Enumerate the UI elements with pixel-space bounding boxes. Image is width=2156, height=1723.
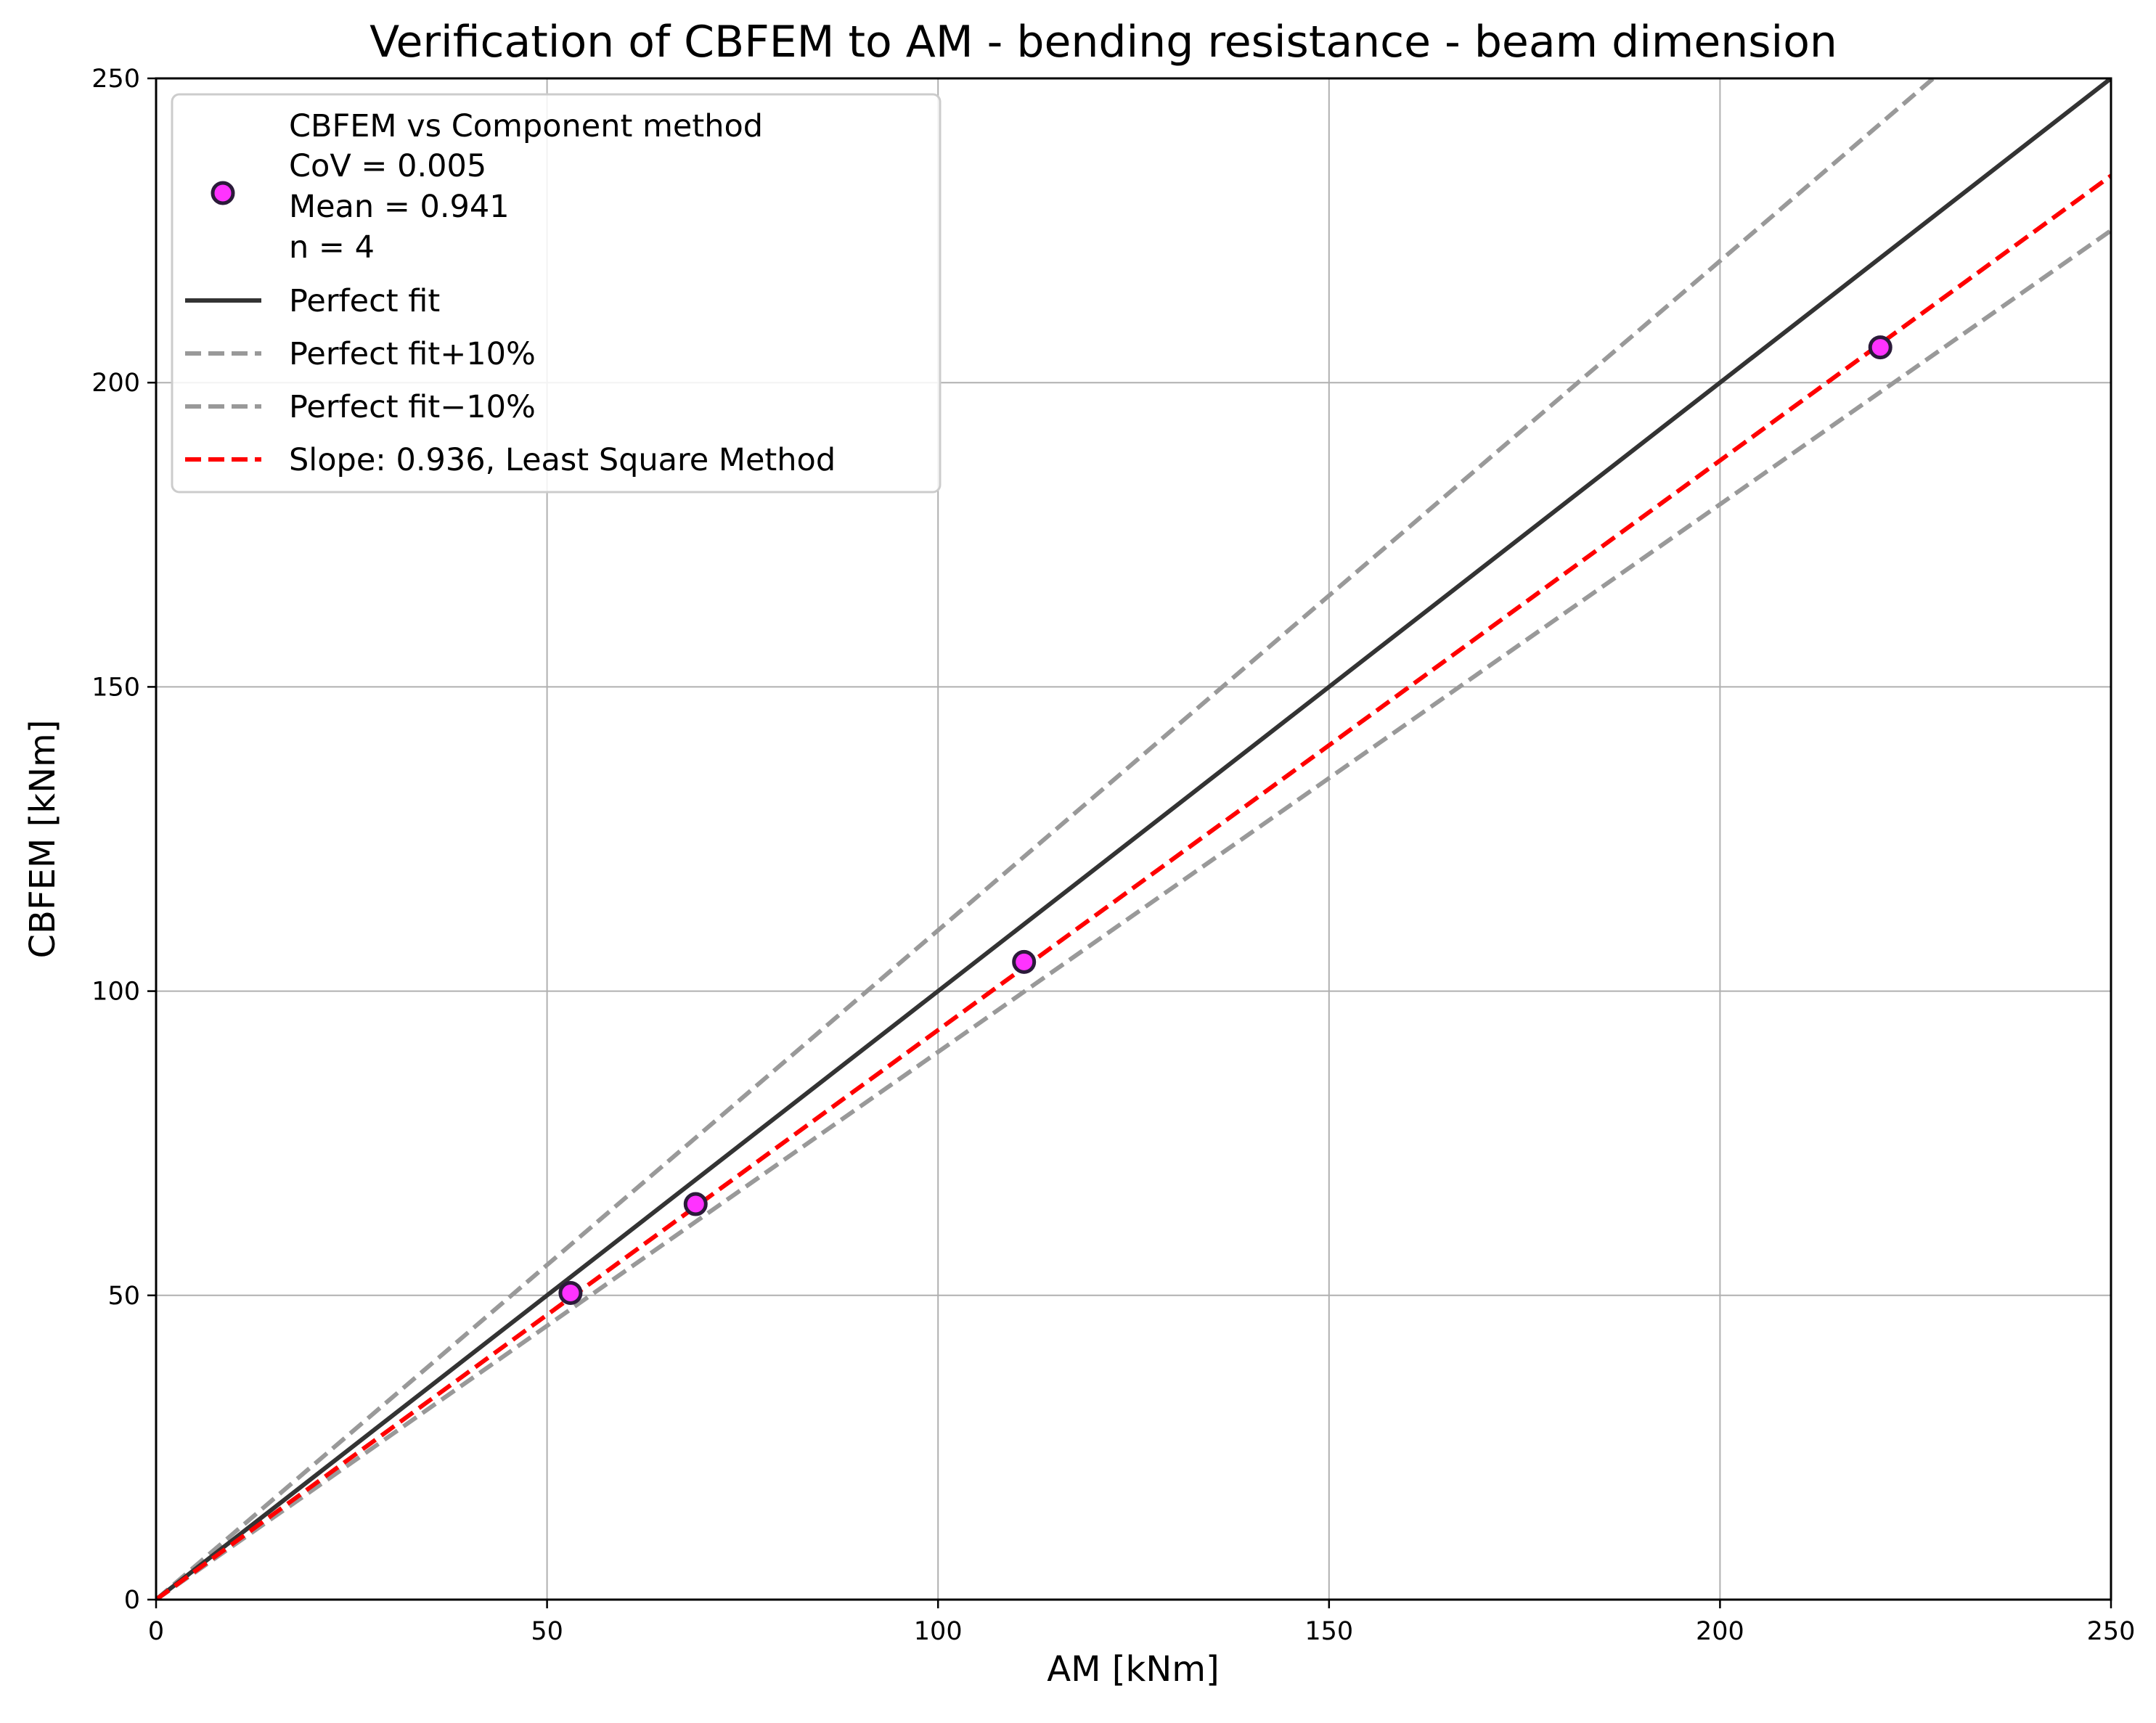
legend-label-perfect-fit: Perfect fit (289, 283, 440, 319)
plot-frame (155, 77, 2112, 1601)
y-tick-label: 200 (91, 369, 140, 398)
legend-marker-scatter (211, 181, 235, 205)
legend: CBFEM vs Component method CoV = 0.005 Me… (171, 93, 942, 494)
data-points (558, 335, 1892, 1305)
x-tick-label: 100 (914, 1617, 963, 1646)
y-axis: 0 50 100 150 200 250 (91, 65, 156, 1615)
plus10-line (156, 78, 1937, 1600)
x-tick-label: 200 (1696, 1617, 1744, 1646)
legend-stat-n: n = 4 (289, 229, 375, 266)
legend-stat-cov: CoV = 0.005 (289, 148, 486, 184)
least-square-line (156, 173, 2111, 1600)
y-tick-label: 0 (124, 1586, 140, 1615)
x-axis: 0 50 100 150 200 250 (148, 1600, 2136, 1646)
y-tick-label: 150 (91, 673, 140, 702)
x-axis-label: AM [kNm] (1047, 1649, 1219, 1690)
ref-lines (156, 78, 2111, 1600)
legend-stat-mean: Mean = 0.941 (289, 189, 510, 225)
chart-title: Verification of CBFEM to AM - bending re… (369, 17, 1837, 67)
legend-label-least-square: Slope: 0.936, Least Square Method (289, 442, 836, 478)
data-point (1012, 949, 1037, 974)
data-point (558, 1280, 583, 1305)
x-tick-label: 250 (2087, 1617, 2136, 1646)
x-tick-label: 50 (531, 1617, 563, 1646)
y-tick-label: 100 (91, 978, 140, 1007)
legend-label-plus10: Perfect fit+10% (289, 336, 536, 372)
y-tick-label: 250 (91, 65, 140, 94)
data-point (683, 1192, 708, 1216)
x-tick-label: 0 (148, 1617, 164, 1646)
legend-label-minus10: Perfect fit−10% (289, 389, 536, 425)
minus10-line (156, 229, 2111, 1600)
y-tick-label: 50 (107, 1282, 140, 1311)
legend-label-scatter: CBFEM vs Component method (289, 108, 763, 144)
x-tick-label: 150 (1304, 1617, 1353, 1646)
perfect-fit-line (156, 78, 2111, 1600)
y-axis-label: CBFEM [kNm] (23, 720, 63, 959)
legend-box (171, 93, 942, 494)
data-point (1868, 335, 1892, 360)
